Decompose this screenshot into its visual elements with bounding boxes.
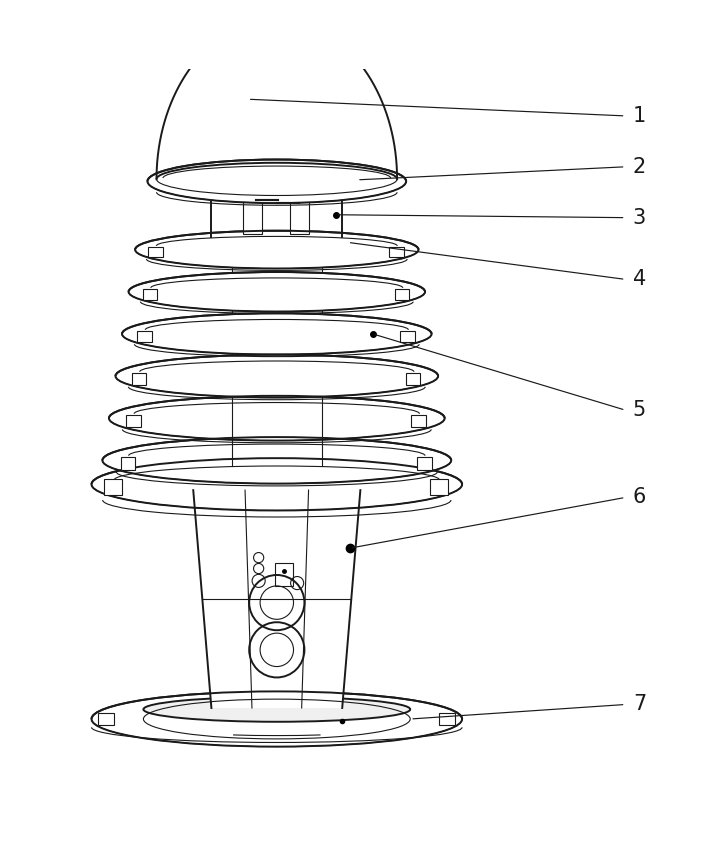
FancyBboxPatch shape (98, 713, 114, 725)
FancyBboxPatch shape (275, 562, 293, 586)
FancyBboxPatch shape (417, 457, 432, 470)
Ellipse shape (103, 437, 451, 484)
Text: 2: 2 (633, 156, 646, 177)
FancyBboxPatch shape (438, 713, 454, 725)
Text: 7: 7 (633, 695, 646, 715)
Ellipse shape (109, 396, 445, 441)
FancyBboxPatch shape (430, 479, 448, 495)
FancyBboxPatch shape (126, 415, 141, 427)
Polygon shape (157, 19, 397, 179)
FancyBboxPatch shape (243, 187, 262, 233)
Text: 6: 6 (633, 487, 646, 507)
Ellipse shape (148, 160, 406, 203)
FancyBboxPatch shape (389, 247, 404, 257)
Ellipse shape (129, 272, 425, 312)
Ellipse shape (92, 691, 462, 746)
FancyBboxPatch shape (411, 415, 426, 427)
Text: 5: 5 (633, 400, 646, 420)
Text: 1: 1 (633, 106, 646, 126)
FancyBboxPatch shape (138, 331, 152, 342)
FancyBboxPatch shape (395, 289, 409, 300)
FancyBboxPatch shape (121, 457, 135, 470)
Ellipse shape (116, 354, 438, 397)
FancyBboxPatch shape (406, 373, 421, 384)
FancyBboxPatch shape (143, 289, 157, 300)
Ellipse shape (122, 314, 432, 354)
FancyBboxPatch shape (104, 479, 122, 495)
Text: 4: 4 (633, 270, 646, 289)
Ellipse shape (211, 169, 342, 199)
Text: 3: 3 (633, 207, 646, 227)
Ellipse shape (232, 230, 322, 248)
FancyBboxPatch shape (149, 247, 163, 257)
FancyBboxPatch shape (290, 187, 309, 233)
FancyBboxPatch shape (400, 331, 415, 342)
Polygon shape (211, 184, 342, 237)
Ellipse shape (143, 697, 410, 721)
Ellipse shape (135, 231, 419, 269)
Ellipse shape (92, 458, 462, 511)
FancyBboxPatch shape (132, 373, 146, 384)
Polygon shape (193, 490, 360, 708)
